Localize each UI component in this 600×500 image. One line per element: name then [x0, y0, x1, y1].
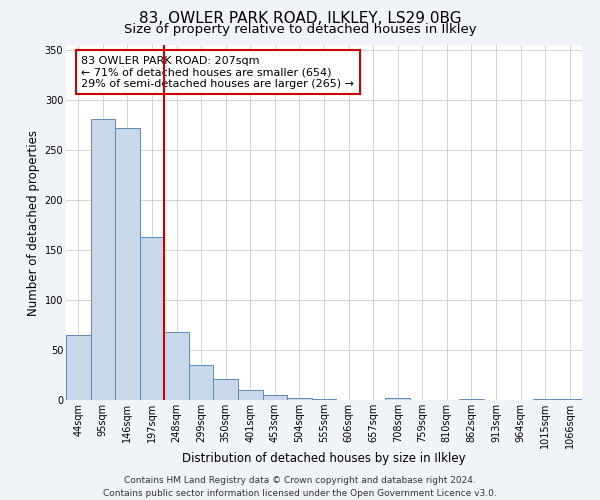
Bar	[214, 379, 238, 400]
Bar	[91, 119, 115, 400]
Bar	[140, 237, 164, 400]
X-axis label: Distribution of detached houses by size in Ilkley: Distribution of detached houses by size …	[182, 452, 466, 466]
Bar	[557, 399, 582, 400]
Text: 83 OWLER PARK ROAD: 207sqm
← 71% of detached houses are smaller (654)
29% of sem: 83 OWLER PARK ROAD: 207sqm ← 71% of deta…	[82, 56, 355, 89]
Y-axis label: Number of detached properties: Number of detached properties	[28, 130, 40, 316]
Bar	[287, 398, 312, 400]
Bar	[533, 399, 557, 400]
Bar	[385, 398, 410, 400]
Bar	[459, 399, 484, 400]
Text: Contains HM Land Registry data © Crown copyright and database right 2024.
Contai: Contains HM Land Registry data © Crown c…	[103, 476, 497, 498]
Bar	[189, 365, 214, 400]
Bar	[312, 399, 336, 400]
Text: 83, OWLER PARK ROAD, ILKLEY, LS29 0BG: 83, OWLER PARK ROAD, ILKLEY, LS29 0BG	[139, 11, 461, 26]
Text: Size of property relative to detached houses in Ilkley: Size of property relative to detached ho…	[124, 24, 476, 36]
Bar	[115, 128, 140, 400]
Bar	[66, 335, 91, 400]
Bar	[263, 395, 287, 400]
Bar	[238, 390, 263, 400]
Bar	[164, 332, 189, 400]
